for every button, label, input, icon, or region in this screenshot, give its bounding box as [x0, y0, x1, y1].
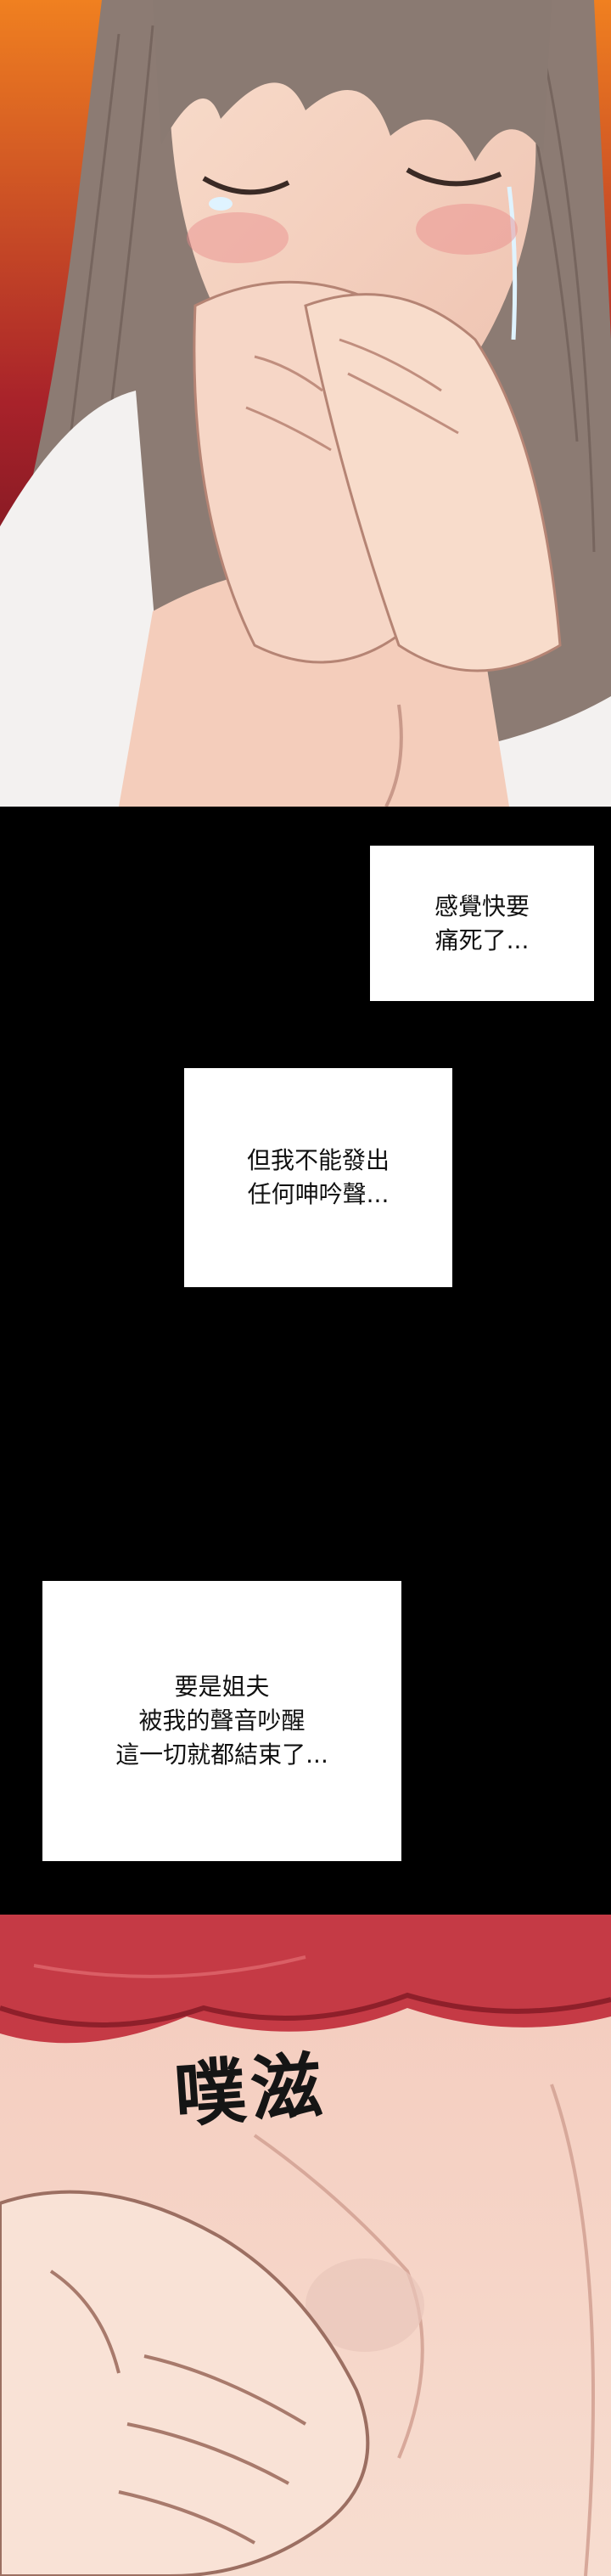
- caption-2-line-1: 但我不能發出: [246, 1146, 390, 1174]
- caption-2-line-2: 任何呻吟聲...: [247, 1180, 390, 1208]
- face-illustration: [0, 0, 611, 807]
- caption-3-line-3: 這一切就都結束了...: [115, 1741, 328, 1769]
- lower-illustration: [0, 1915, 611, 2576]
- caption-1-line-2: 痛死了...: [434, 925, 530, 954]
- caption-box-3: 要是姐夫 被我的聲音吵醒 這一切就都結束了...: [42, 1581, 401, 1861]
- caption-box-1: 感覺快要 痛死了...: [370, 846, 594, 1001]
- caption-box-2: 但我不能發出 任何呻吟聲...: [184, 1068, 452, 1287]
- caption-1-line-1: 感覺快要: [434, 891, 530, 920]
- caption-3-line-2: 被我的聲音吵醒: [138, 1707, 306, 1735]
- caption-3-line-1: 要是姐夫: [174, 1673, 270, 1701]
- panel-face-closeup: [0, 0, 611, 807]
- panel-lower-closeup: [0, 1915, 611, 2576]
- sound-effect-text: 噗滋: [171, 2042, 330, 2138]
